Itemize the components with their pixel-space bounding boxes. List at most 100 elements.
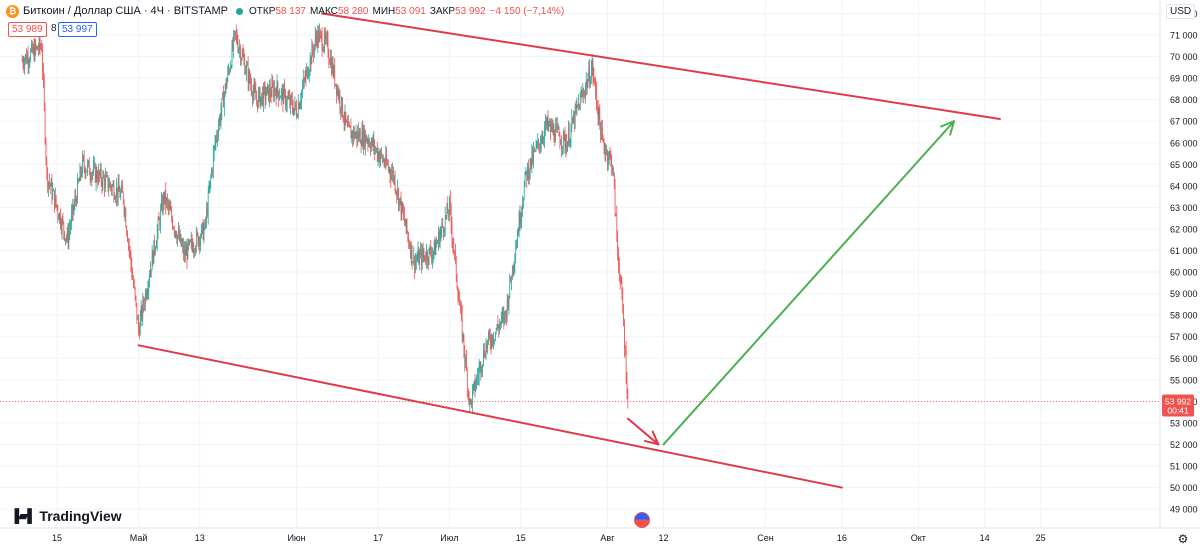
candle xyxy=(254,78,256,94)
candle-body xyxy=(367,140,369,143)
candle xyxy=(440,226,442,242)
candle xyxy=(130,250,132,272)
candle-body xyxy=(29,60,31,63)
candle-body xyxy=(348,123,349,127)
gear-icon[interactable]: ⚙ xyxy=(1177,532,1189,546)
candle-body xyxy=(398,188,399,206)
candle xyxy=(63,221,65,241)
candle xyxy=(466,349,467,371)
candle-body xyxy=(282,89,284,104)
candle xyxy=(194,248,196,258)
candle-body xyxy=(150,269,152,271)
candle-body xyxy=(513,263,515,270)
candle xyxy=(246,60,247,82)
candle xyxy=(411,244,413,270)
candle xyxy=(392,162,393,183)
candle-body xyxy=(443,226,444,233)
candle xyxy=(102,169,104,192)
candle-body xyxy=(283,87,285,104)
candle xyxy=(562,145,563,156)
candle-body xyxy=(205,220,206,222)
projection-arrow-head xyxy=(940,120,956,136)
candle xyxy=(37,43,39,57)
candle-body xyxy=(65,238,66,240)
candle xyxy=(263,81,265,96)
candle xyxy=(344,104,346,131)
candle-body xyxy=(248,71,250,84)
candle xyxy=(117,174,119,206)
y-tick-label: 53 000 xyxy=(1170,418,1198,428)
candle xyxy=(467,388,469,401)
candle-body xyxy=(128,242,130,250)
candle-body xyxy=(497,324,499,328)
y-tick-label: 70 000 xyxy=(1170,52,1198,62)
candle xyxy=(429,244,431,255)
candle xyxy=(336,84,338,97)
candle-body xyxy=(328,55,330,61)
candle xyxy=(199,236,201,255)
candle xyxy=(122,179,123,193)
candle xyxy=(406,217,408,234)
candle xyxy=(97,170,99,189)
high-label: МАКС xyxy=(309,5,338,17)
candle-body xyxy=(174,231,176,233)
sell-price-button[interactable]: 53 989 xyxy=(8,22,47,37)
candle xyxy=(307,66,308,80)
candle-body xyxy=(472,384,474,391)
candle xyxy=(409,240,411,259)
bitcoin-icon: ₿ xyxy=(6,4,19,18)
candle xyxy=(560,139,562,145)
candle-body xyxy=(184,249,186,256)
candle xyxy=(304,70,306,83)
candle xyxy=(427,256,429,271)
candle xyxy=(22,56,24,70)
candle xyxy=(556,117,558,134)
candle xyxy=(484,351,486,358)
candle xyxy=(339,90,341,115)
candle-body xyxy=(500,315,502,323)
candle xyxy=(64,231,66,242)
candle xyxy=(99,169,100,183)
candle xyxy=(587,72,589,89)
symbol-title[interactable]: Биткоин / Доллар США · 4Ч · BITSTAMP xyxy=(23,5,228,17)
tradingview-logo[interactable]: ▐▰▌ TradingView xyxy=(10,508,122,524)
candle-body xyxy=(423,255,425,257)
candle xyxy=(84,165,86,179)
currency-button[interactable]: USD xyxy=(1166,4,1196,19)
candle xyxy=(346,119,348,123)
candle-body xyxy=(277,81,279,92)
us-flag-event-icon[interactable] xyxy=(634,512,650,528)
candle-body xyxy=(155,248,156,251)
candle-body xyxy=(396,192,398,195)
candle-body xyxy=(295,102,297,108)
buy-price-button[interactable]: 53 997 xyxy=(58,22,97,37)
candle-body xyxy=(401,202,403,215)
candle-body xyxy=(348,123,350,127)
candle-body xyxy=(179,234,181,241)
candle xyxy=(594,77,596,87)
candle-body xyxy=(197,233,199,245)
candle xyxy=(454,243,456,265)
candle xyxy=(443,226,444,241)
candle-body xyxy=(188,241,189,244)
candle-body xyxy=(307,67,308,78)
candle-body xyxy=(566,143,567,152)
candle-body xyxy=(374,140,376,151)
candle xyxy=(517,229,518,249)
candle-body xyxy=(626,380,628,394)
candle xyxy=(489,328,491,351)
candle-body xyxy=(94,164,96,182)
candle xyxy=(303,76,305,89)
candle xyxy=(607,151,609,171)
candle-body xyxy=(568,129,570,145)
candle xyxy=(168,198,170,215)
candle xyxy=(342,114,344,123)
candle xyxy=(178,225,180,242)
candle xyxy=(193,242,195,259)
candle-body xyxy=(613,173,615,185)
candle-body xyxy=(495,332,496,340)
candle xyxy=(471,398,472,409)
candle xyxy=(114,192,116,201)
candle-body xyxy=(619,279,621,281)
